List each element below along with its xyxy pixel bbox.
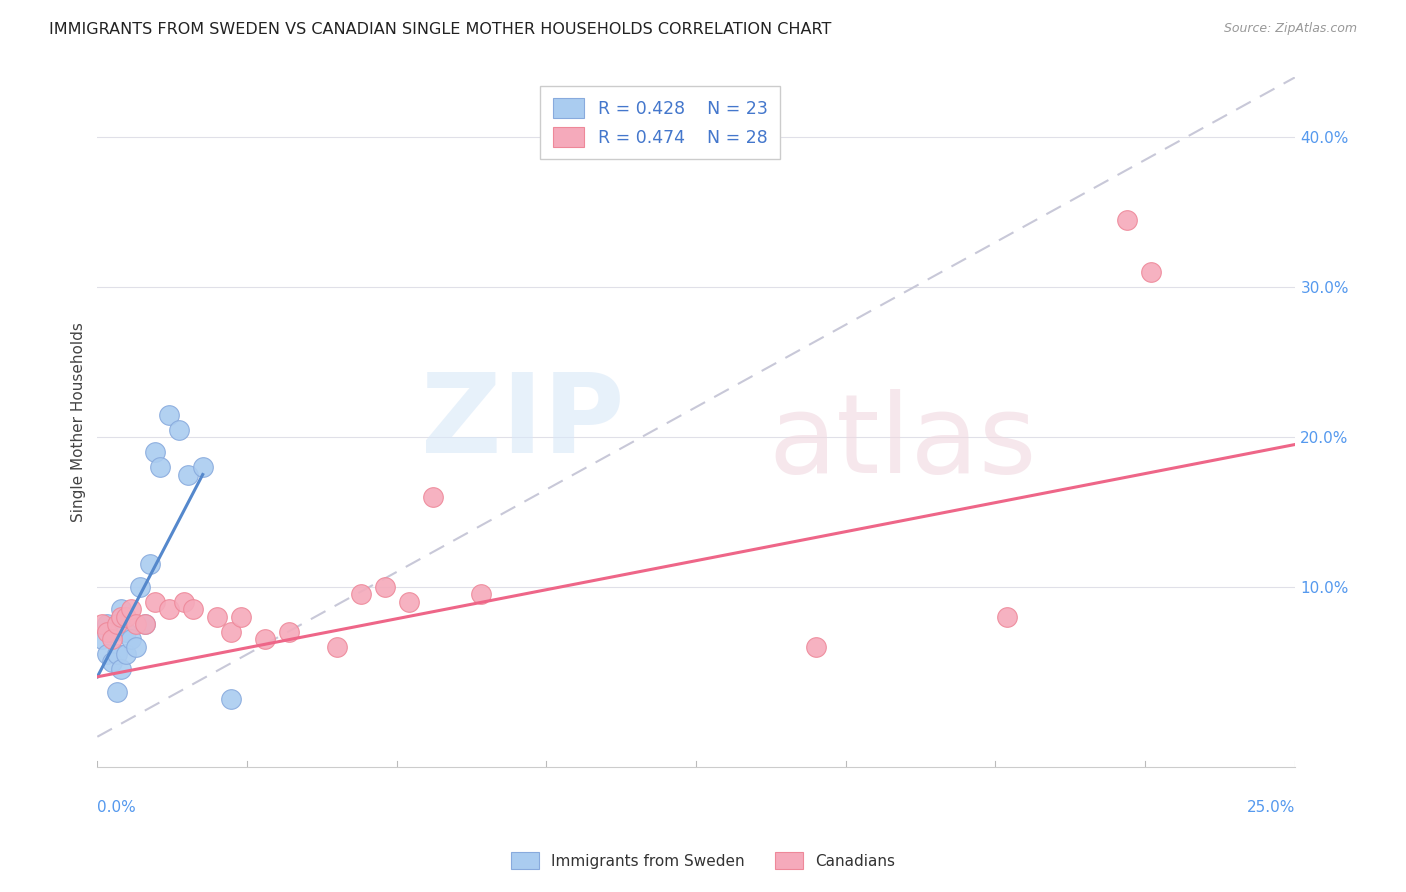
Point [96, 617, 118, 632]
Point [124, 617, 146, 632]
Point [253, 632, 276, 647]
Point [91, 617, 114, 632]
Point [167, 423, 190, 437]
Text: 25.0%: 25.0% [1246, 799, 1295, 814]
Point [173, 595, 195, 609]
Text: atlas: atlas [768, 389, 1036, 496]
Point [1140, 265, 1163, 279]
Point [115, 624, 138, 639]
Point [470, 587, 492, 601]
Text: ZIP: ZIP [420, 368, 624, 475]
Point [100, 655, 122, 669]
Point [995, 610, 1018, 624]
Point [96, 624, 118, 639]
Point [804, 640, 827, 654]
Point [115, 648, 138, 662]
Point [124, 640, 146, 654]
Point [105, 648, 128, 662]
Point [139, 558, 162, 572]
Point [110, 610, 132, 624]
Text: IMMIGRANTS FROM SWEDEN VS CANADIAN SINGLE MOTHER HOUSEHOLDS CORRELATION CHART: IMMIGRANTS FROM SWEDEN VS CANADIAN SINGL… [49, 22, 831, 37]
Point [205, 610, 228, 624]
Point [143, 445, 166, 459]
Point [120, 632, 142, 647]
Point [157, 602, 180, 616]
Point [149, 460, 172, 475]
Point [398, 595, 420, 609]
Legend: Immigrants from Sweden, Canadians: Immigrants from Sweden, Canadians [505, 846, 901, 875]
Point [105, 617, 128, 632]
Point [157, 408, 180, 422]
Point [110, 662, 132, 676]
Point [229, 610, 252, 624]
Point [374, 580, 396, 594]
Point [221, 624, 243, 639]
Point [134, 617, 156, 632]
Point [177, 467, 200, 482]
Legend: R = 0.428    N = 23, R = 0.474    N = 28: R = 0.428 N = 23, R = 0.474 N = 28 [540, 87, 780, 159]
Point [181, 602, 204, 616]
Point [100, 624, 122, 639]
Point [110, 602, 132, 616]
Text: 0.0%: 0.0% [97, 799, 136, 814]
Point [422, 490, 444, 504]
Point [134, 617, 156, 632]
Point [120, 602, 142, 616]
Point [191, 460, 214, 475]
Point [278, 624, 301, 639]
Point [96, 648, 118, 662]
Y-axis label: Single Mother Households: Single Mother Households [72, 322, 86, 522]
Point [1116, 212, 1139, 227]
Point [129, 580, 152, 594]
Point [115, 610, 138, 624]
Point [221, 692, 243, 706]
Text: Source: ZipAtlas.com: Source: ZipAtlas.com [1223, 22, 1357, 36]
Point [91, 632, 114, 647]
Point [105, 685, 128, 699]
Point [143, 595, 166, 609]
Point [350, 587, 373, 601]
Point [326, 640, 349, 654]
Point [100, 632, 122, 647]
